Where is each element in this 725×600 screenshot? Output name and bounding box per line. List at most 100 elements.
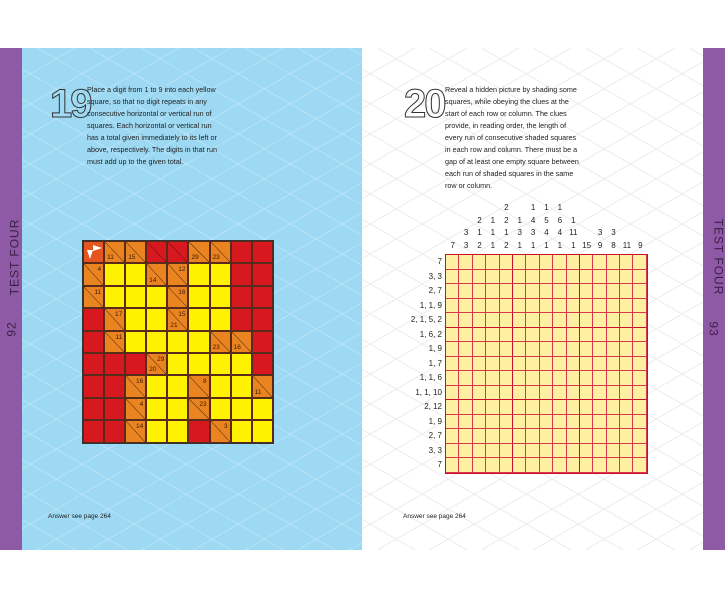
nonogram-cell[interactable] — [566, 356, 580, 371]
nonogram-cell[interactable] — [553, 284, 567, 299]
nonogram-cell[interactable] — [553, 371, 567, 386]
entry-cell[interactable] — [146, 375, 168, 398]
nonogram-cell[interactable] — [459, 327, 473, 342]
entry-cell[interactable] — [125, 330, 147, 353]
nonogram-cell[interactable] — [459, 356, 473, 371]
entry-cell[interactable] — [230, 352, 252, 376]
nonogram-cell[interactable] — [446, 414, 460, 429]
entry-cell[interactable] — [146, 285, 168, 309]
nonogram-cell[interactable] — [606, 400, 621, 415]
nonogram-cell[interactable] — [512, 414, 527, 429]
entry-cell[interactable] — [209, 352, 231, 376]
nonogram-cell[interactable] — [579, 458, 594, 473]
nonogram-cell[interactable] — [526, 371, 540, 386]
nonogram-cell[interactable] — [526, 313, 540, 328]
nonogram-cell[interactable] — [486, 458, 500, 473]
nonogram-cell[interactable] — [512, 429, 527, 444]
nonogram-cell[interactable] — [593, 284, 607, 299]
nonogram-cell[interactable] — [633, 269, 647, 284]
nonogram-cell[interactable] — [472, 356, 487, 371]
nonogram-cell[interactable] — [539, 414, 554, 429]
nonogram-cell[interactable] — [553, 327, 567, 342]
nonogram-cell[interactable] — [606, 255, 621, 270]
entry-cell[interactable] — [251, 397, 273, 421]
nonogram-cell[interactable] — [633, 298, 647, 313]
nonogram-cell[interactable] — [472, 414, 487, 429]
nonogram-cell[interactable] — [620, 327, 634, 342]
nonogram-cell[interactable] — [633, 414, 647, 429]
nonogram-cell[interactable] — [606, 443, 621, 458]
nonogram-cell[interactable] — [499, 298, 513, 313]
nonogram-cell[interactable] — [499, 429, 513, 444]
nonogram-cell[interactable] — [459, 371, 473, 386]
nonogram-cell[interactable] — [566, 269, 580, 284]
nonogram-cell[interactable] — [499, 284, 513, 299]
entry-cell[interactable] — [188, 263, 210, 286]
nonogram-cell[interactable] — [499, 269, 513, 284]
nonogram-cell[interactable] — [620, 400, 634, 415]
nonogram-cell[interactable] — [526, 385, 540, 400]
nonogram-cell[interactable] — [566, 327, 580, 342]
nonogram-cell[interactable] — [620, 342, 634, 357]
nonogram-cell[interactable] — [526, 458, 540, 473]
nonogram-cell[interactable] — [593, 356, 607, 371]
nonogram-cell[interactable] — [459, 269, 473, 284]
nonogram-cell[interactable] — [512, 443, 527, 458]
nonogram-cell[interactable] — [593, 255, 607, 270]
nonogram-cell[interactable] — [633, 429, 647, 444]
nonogram-cell[interactable] — [472, 327, 487, 342]
nonogram-cell[interactable] — [606, 429, 621, 444]
entry-cell[interactable] — [146, 420, 168, 443]
entry-cell[interactable] — [209, 397, 231, 421]
nonogram-cell[interactable] — [486, 429, 500, 444]
nonogram-cell[interactable] — [459, 255, 473, 270]
nonogram-cell[interactable] — [566, 284, 580, 299]
nonogram-cell[interactable] — [526, 269, 540, 284]
nonogram-cell[interactable] — [579, 414, 594, 429]
nonogram-cell[interactable] — [620, 269, 634, 284]
nonogram-cell[interactable] — [446, 400, 460, 415]
nonogram-cell[interactable] — [633, 385, 647, 400]
nonogram-cell[interactable] — [579, 313, 594, 328]
nonogram-cell[interactable] — [512, 385, 527, 400]
nonogram-cell[interactable] — [526, 414, 540, 429]
entry-cell[interactable] — [125, 308, 147, 331]
nonogram-cell[interactable] — [499, 443, 513, 458]
nonogram-cell[interactable] — [579, 284, 594, 299]
nonogram-cell[interactable] — [553, 356, 567, 371]
nonogram-cell[interactable] — [446, 255, 460, 270]
nonogram-cell[interactable] — [579, 429, 594, 444]
nonogram-cell[interactable] — [486, 327, 500, 342]
nonogram-cell[interactable] — [526, 255, 540, 270]
nonogram-cell[interactable] — [553, 298, 567, 313]
nonogram-cell[interactable] — [606, 327, 621, 342]
nonogram-cell[interactable] — [566, 255, 580, 270]
nonogram-cell[interactable] — [579, 298, 594, 313]
nonogram-cell[interactable] — [446, 313, 460, 328]
entry-cell[interactable] — [146, 308, 168, 331]
nonogram-cell[interactable] — [539, 284, 554, 299]
nonogram-cell[interactable] — [526, 298, 540, 313]
nonogram-cell[interactable] — [620, 429, 634, 444]
nonogram-cell[interactable] — [620, 414, 634, 429]
nonogram-cell[interactable] — [633, 371, 647, 386]
entry-cell[interactable] — [167, 420, 189, 443]
entry-cell[interactable] — [188, 308, 210, 331]
nonogram-cell[interactable] — [446, 284, 460, 299]
nonogram-cell[interactable] — [486, 371, 500, 386]
nonogram-cell[interactable] — [566, 400, 580, 415]
nonogram-cell[interactable] — [539, 443, 554, 458]
nonogram-cell[interactable] — [553, 269, 567, 284]
nonogram-cell[interactable] — [579, 400, 594, 415]
nonogram-cell[interactable] — [579, 385, 594, 400]
nonogram-cell[interactable] — [633, 327, 647, 342]
nonogram-cell[interactable] — [633, 443, 647, 458]
nonogram-cell[interactable] — [459, 313, 473, 328]
entry-cell[interactable] — [251, 420, 273, 443]
entry-cell[interactable] — [167, 330, 189, 353]
nonogram-cell[interactable] — [606, 284, 621, 299]
nonogram-cell[interactable] — [459, 443, 473, 458]
nonogram-cell[interactable] — [459, 458, 473, 473]
nonogram-cell[interactable] — [512, 255, 527, 270]
entry-cell[interactable] — [188, 285, 210, 309]
